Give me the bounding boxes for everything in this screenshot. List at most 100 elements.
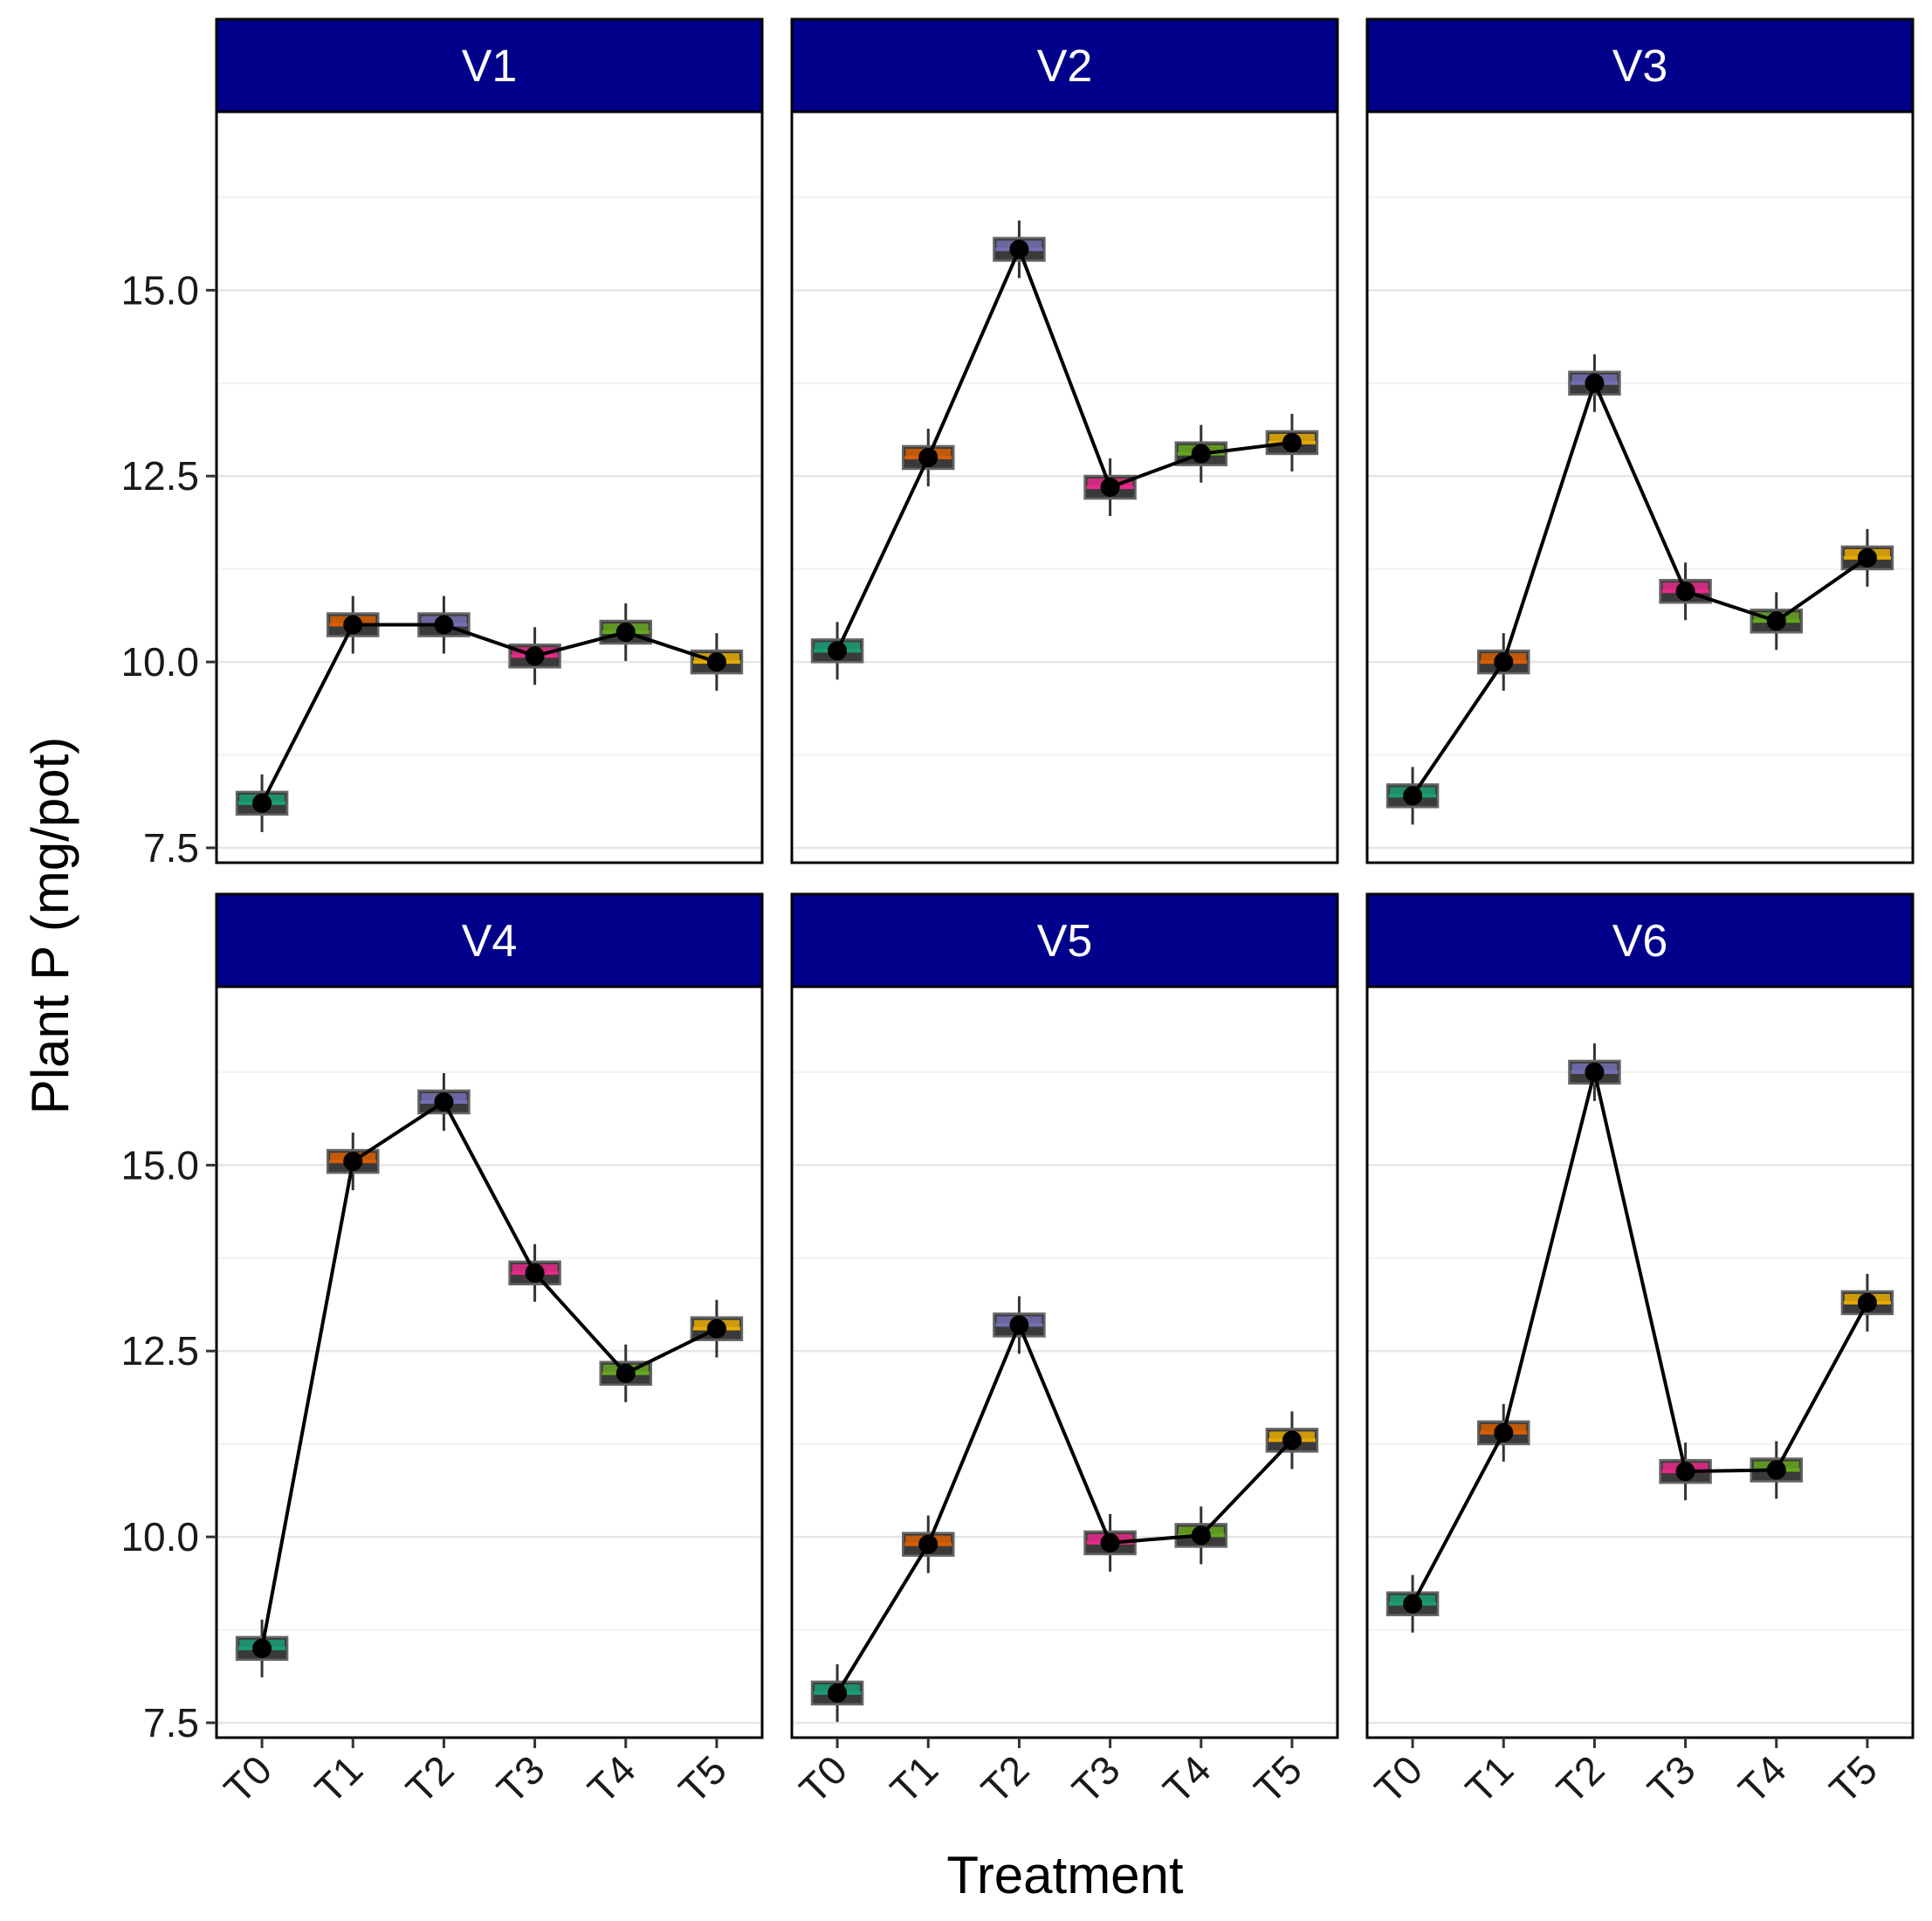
mean-point-t4 [1191, 1525, 1211, 1546]
mean-point-t1 [1494, 1422, 1514, 1442]
panel-background [217, 112, 762, 863]
facet-strip [215, 892, 764, 988]
x-tick-label: T1 [1457, 1746, 1523, 1812]
facet-strip-label: V2 [1037, 41, 1093, 92]
y-tick-label: 10.0 [120, 1514, 199, 1560]
facet-v6: V6 T0 T1 T2 T3 T4 T5 [1365, 892, 1915, 1812]
facet-strip [215, 17, 764, 114]
mean-point-t4 [615, 1363, 636, 1383]
mean-point-t3 [1675, 582, 1695, 602]
mean-point-t4 [1766, 1460, 1786, 1480]
mean-point-t1 [343, 1152, 363, 1172]
x-tick-label: T4 [1729, 1746, 1795, 1812]
x-tick-label: T3 [1063, 1746, 1129, 1812]
mean-point-t0 [252, 1638, 272, 1658]
facet-v4: V4 7.5 10.0 12.5 15.0 T0 T1 T2 T3 T4 T5 [120, 892, 764, 1812]
panel-border [1365, 985, 1915, 1739]
mean-line [835, 247, 1293, 652]
mean-point-t1 [918, 447, 938, 467]
mean-point-t2 [1009, 1315, 1029, 1335]
facet-strip-label: V5 [1037, 916, 1093, 967]
y-tick-label: 15.0 [120, 1142, 199, 1188]
y-tick-label: 12.5 [120, 1328, 199, 1374]
panel-background [792, 987, 1337, 1738]
facet-strip [790, 17, 1339, 114]
x-tick-label: T3 [1639, 1746, 1704, 1812]
mean-point-t1 [1494, 652, 1514, 672]
mean-point-t2 [434, 1091, 454, 1112]
mean-point-t5 [706, 1319, 726, 1339]
x-tick-label: T2 [1548, 1746, 1613, 1812]
mean-point-t3 [1675, 1462, 1695, 1482]
facet-v3: V3 [1365, 17, 1915, 864]
x-tick-label: T0 [215, 1746, 280, 1812]
mean-point-t2 [1585, 373, 1605, 393]
mean-point-t5 [1282, 1430, 1302, 1450]
mean-point-t1 [918, 1534, 938, 1554]
mean-point-t0 [828, 641, 848, 661]
y-tick-label: 10.0 [120, 639, 199, 685]
mean-point-t5 [1282, 432, 1302, 452]
mean-point-t5 [1857, 1292, 1877, 1312]
x-tick-label: T2 [973, 1746, 1038, 1812]
mean-point-t3 [1100, 1532, 1120, 1553]
x-tick-label: T0 [1365, 1746, 1431, 1812]
facet-strip [790, 892, 1339, 988]
panel-background [1367, 987, 1913, 1738]
facet-v1: V1 7.5 10.0 12.5 15.0 [120, 17, 764, 871]
mean-point-t4 [1191, 444, 1211, 464]
panel-border [215, 110, 764, 864]
facet-strip-label: V6 [1612, 916, 1668, 967]
facet-strip-label: V1 [462, 41, 518, 92]
x-tick-label: T5 [1245, 1746, 1310, 1812]
x-tick-label: T2 [397, 1746, 463, 1812]
mean-point-t3 [1100, 478, 1120, 497]
facet-v2: V2 [790, 17, 1339, 864]
x-axis-title: Treatment [946, 1846, 1184, 1904]
panel-border [1365, 110, 1915, 864]
facet-strip [1365, 17, 1915, 114]
panel-border [215, 985, 764, 1739]
x-tick-label: T4 [579, 1746, 644, 1812]
panel-background [217, 987, 762, 1738]
x-tick-label: T1 [882, 1746, 947, 1812]
x-tick-label: T4 [1154, 1746, 1220, 1812]
x-tick-label: T1 [306, 1746, 372, 1812]
mean-point-t0 [1403, 1594, 1423, 1614]
panel-background [792, 112, 1337, 863]
mean-line [1411, 1070, 1869, 1605]
x-tick-label: T5 [670, 1746, 735, 1812]
mean-point-t5 [706, 652, 726, 672]
mean-point-t2 [1009, 239, 1029, 259]
panel-border [790, 110, 1339, 864]
y-tick-label: 7.5 [143, 825, 199, 871]
mean-point-t2 [1585, 1062, 1605, 1082]
x-tick-label: T3 [488, 1746, 553, 1812]
mean-point-t4 [1766, 611, 1786, 631]
facet-strip-label: V3 [1612, 41, 1668, 92]
mean-point-t3 [525, 1263, 545, 1283]
y-axis-title: Plant P (mg/pot) [21, 737, 79, 1114]
mean-line [1411, 381, 1869, 797]
mean-line [835, 1323, 1294, 1694]
y-tick-label: 12.5 [120, 453, 199, 499]
x-tick-label: T0 [790, 1746, 856, 1812]
mean-line [260, 1099, 718, 1649]
facet-v5: V5 T0 T1 T2 T3 T4 T5 [790, 892, 1339, 1812]
mean-point-t0 [828, 1683, 848, 1703]
mean-point-t4 [615, 623, 636, 643]
mean-point-t3 [525, 646, 545, 666]
y-tick-label: 15.0 [120, 267, 199, 313]
y-tick-label: 7.5 [143, 1700, 199, 1745]
mean-point-t1 [343, 615, 363, 635]
facet-strip-label: V4 [462, 916, 518, 967]
panel-border [790, 985, 1339, 1739]
x-tick-label: T5 [1820, 1746, 1886, 1812]
mean-point-t2 [434, 615, 454, 635]
facet-panels: V1 7.5 10.0 12.5 15.0 V2 V3 V4 7.5 10.0 12.5 15.0 T0… [120, 17, 1915, 1812]
mean-point-t0 [252, 793, 272, 813]
mean-point-t5 [1857, 547, 1877, 568]
mean-line [260, 623, 718, 804]
mean-point-t0 [1403, 786, 1423, 806]
